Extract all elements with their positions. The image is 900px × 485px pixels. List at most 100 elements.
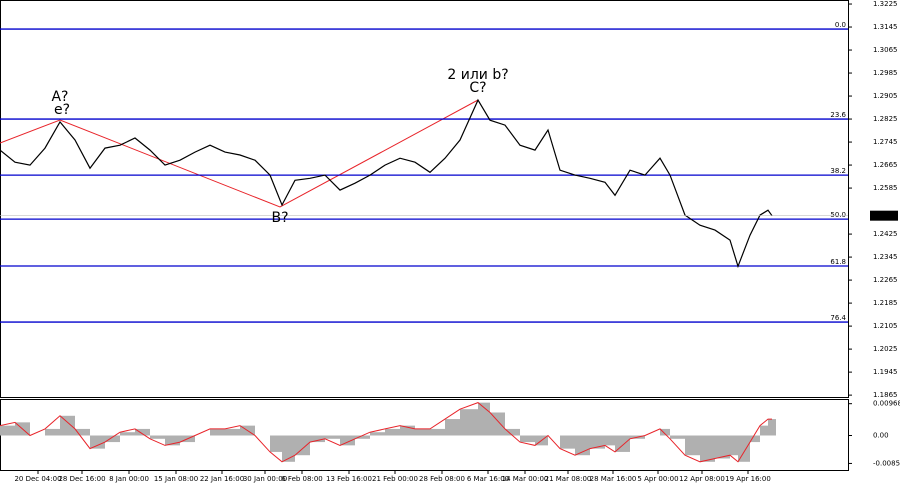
y-tick-label: 1.2185 — [873, 299, 898, 307]
x-tick-label: 15 Jan 08:00 — [154, 475, 198, 483]
oscillator-bar — [460, 409, 478, 436]
y-tick-label: 1.2265 — [873, 276, 898, 284]
x-tick-label: 28 Dec 16:00 — [58, 475, 105, 483]
y-tick-label: 1.2105 — [873, 322, 898, 330]
oscillator-bar — [400, 425, 415, 436]
x-tick-label: 5 Apr 00:00 — [637, 475, 678, 483]
y-tick-label: 1.2905 — [873, 92, 898, 100]
oscillator-bar — [670, 435, 685, 439]
x-tick-label: 12 Apr 08:00 — [679, 475, 725, 483]
signal-line — [0, 402, 772, 463]
oscillator-bar — [75, 428, 90, 436]
y-tick-label: 1.2745 — [873, 138, 898, 146]
price-line — [0, 98, 773, 269]
x-tick-label: 28 Feb 08:00 — [419, 475, 465, 483]
x-tick-label: 8 Jan 00:00 — [109, 475, 149, 483]
fib-label: 38.2 — [830, 167, 846, 175]
oscillator-bar — [270, 435, 282, 452]
x-tick-label: 22 Jan 16:00 — [200, 475, 244, 483]
y-tick-label: 1.3225 — [873, 0, 898, 8]
fib-label: 76.4 — [830, 314, 846, 322]
wave-annotation: B? — [271, 210, 288, 226]
oscillator-bar — [760, 425, 768, 436]
oscillator-bar — [150, 435, 165, 439]
oscillator-bar — [225, 428, 240, 436]
oscillator-bar — [768, 419, 772, 436]
wave-annotation: A? — [51, 89, 68, 105]
oscillator-bar — [490, 412, 505, 436]
oscillator-bar — [325, 435, 340, 439]
oscillator-bar — [282, 435, 295, 462]
oscillator-bar — [560, 435, 575, 449]
y-tick-label: 1.1865 — [873, 391, 898, 399]
y-tick-label: 0.00 — [873, 432, 889, 440]
fib-label: 0.0 — [835, 21, 846, 29]
price-panel — [0, 0, 849, 398]
oscillator-bar — [520, 435, 535, 443]
y-tick-label: 1.2985 — [873, 69, 898, 77]
x-tick-label: 13 Feb 16:00 — [326, 475, 372, 483]
oscillator-bar — [135, 428, 150, 436]
fib-label: 23.6 — [830, 111, 846, 119]
oscillator-bar — [120, 432, 135, 436]
oscillator-bar — [738, 435, 750, 462]
oscillator-bar — [505, 428, 520, 436]
current-price-box — [870, 210, 898, 221]
x-tick-label: 20 Dec 04:00 — [14, 475, 61, 483]
oscillator-bar — [750, 435, 760, 443]
oscillator-bar — [430, 428, 445, 436]
fib-label: 50.0 — [830, 211, 846, 219]
oscillator-bar — [370, 432, 385, 436]
oscillator-bar — [715, 435, 730, 459]
oscillator-bar — [105, 435, 120, 443]
y-tick-label: 1.1945 — [873, 368, 898, 376]
oscillator-bar — [772, 419, 776, 436]
oscillator-bar — [615, 435, 630, 452]
y-tick-label: 1.3145 — [873, 23, 898, 31]
oscillator-bar — [310, 435, 325, 443]
y-tick-label: 1.2345 — [873, 253, 898, 261]
oscillator-bar — [730, 435, 738, 456]
y-tick-label: 1.2585 — [873, 184, 898, 192]
x-tick-label: 6 Mar 16:00 — [467, 475, 509, 483]
fib-label: 61.8 — [830, 258, 846, 266]
oscillator-bar — [45, 428, 60, 436]
oscillator-bar — [478, 402, 490, 436]
wave-annotation: C? — [469, 80, 486, 96]
y-tick-label: -0.0085 — [873, 459, 900, 467]
y-tick-label: 1.2425 — [873, 230, 898, 238]
wave-line — [0, 99, 479, 208]
x-tick-label: 14 Mar 00:00 — [502, 475, 549, 483]
wave-annotation: 2 или b? — [447, 67, 508, 83]
oscillator-bar — [90, 435, 105, 449]
oscillator-bar — [165, 435, 180, 446]
oscillator-bar — [355, 435, 370, 439]
oscillator-bar — [590, 435, 605, 449]
oscillator-bar — [60, 415, 75, 436]
y-tick-label: 1.2025 — [873, 345, 898, 353]
x-tick-label: 21 Feb 00:00 — [372, 475, 418, 483]
oscillator-bar — [660, 428, 670, 436]
y-tick-label: 1.3065 — [873, 46, 898, 54]
oscillator-bar — [415, 428, 430, 436]
oscillator-bar — [605, 435, 615, 446]
oscillator-bar — [210, 428, 225, 436]
x-tick-label: 30 Jan 00:00 — [243, 475, 287, 483]
x-tick-label: 28 Mar 16:00 — [590, 475, 637, 483]
wave-annotation: e? — [54, 102, 70, 118]
oscillator-bar — [700, 435, 715, 462]
x-tick-label: 21 Mar 08:00 — [545, 475, 592, 483]
x-tick-label: 19 Apr 16:00 — [725, 475, 771, 483]
oscillator-bar — [340, 435, 355, 446]
x-tick-label: 6 Feb 08:00 — [281, 475, 322, 483]
y-tick-label: 1.2825 — [873, 115, 898, 123]
oscillator-bar — [0, 425, 15, 436]
y-tick-label: 1.2665 — [873, 161, 898, 169]
oscillator-bar — [385, 428, 400, 436]
oscillator-bar — [685, 435, 700, 456]
oscillator-bar — [295, 435, 310, 456]
current-price-label: 1.2489 — [873, 212, 898, 220]
y-tick-label: 0.00968 — [873, 400, 900, 408]
oscillator-bar — [445, 419, 460, 436]
